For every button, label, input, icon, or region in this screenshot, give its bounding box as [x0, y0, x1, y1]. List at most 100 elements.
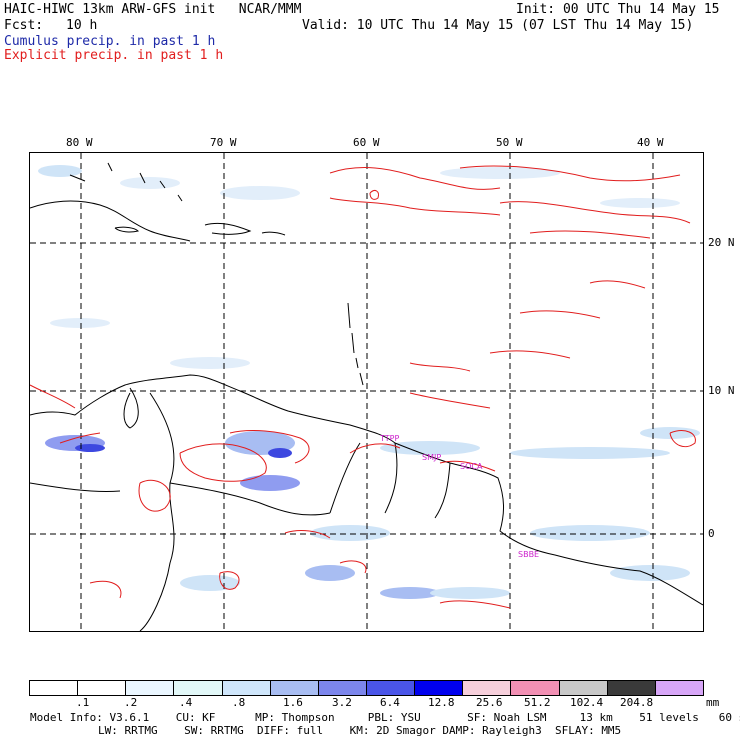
contour	[59, 432, 101, 444]
contour	[669, 430, 696, 448]
bahamas-coast	[69, 162, 183, 202]
legend-swatch	[318, 681, 367, 695]
legend-swatch	[463, 681, 512, 695]
legend-swatch	[30, 681, 79, 695]
legend-unit: mm	[706, 696, 720, 709]
init-time: Init: 00 UTC Thu 14 May 15	[516, 2, 720, 17]
contour	[369, 190, 379, 200]
maracaibo-lake	[123, 387, 139, 429]
legend-level: 51.2	[524, 696, 551, 709]
legend-level: 25.6	[476, 696, 503, 709]
color-legend	[29, 680, 704, 696]
south-america-coast	[30, 374, 703, 606]
lon-label-80w: 80 W	[66, 136, 93, 149]
forecast-hour: 10 h	[66, 18, 98, 33]
contour	[284, 530, 331, 539]
contour	[519, 310, 601, 319]
map-canvas: SBBE SMJP SOCA TTPP	[30, 153, 703, 631]
contour	[529, 230, 651, 239]
legend-level: .8	[232, 696, 246, 709]
legend-swatch	[511, 681, 560, 695]
legend-level: 12.8	[428, 696, 455, 709]
legend-swatch	[655, 681, 703, 695]
cumulus-precip-caption: Cumulus precip. in past 1 h	[4, 34, 216, 49]
contour	[329, 167, 501, 190]
station-sbbe: SBBE	[518, 550, 539, 559]
legend-level: .4	[179, 696, 193, 709]
cumulus-area	[530, 525, 650, 541]
legend-level: 3.2	[332, 696, 352, 709]
explicit-precip-contours	[30, 165, 696, 609]
contour	[219, 571, 240, 590]
lat-label-10n: 10 N	[708, 384, 735, 397]
puerto-rico-coast	[261, 231, 286, 236]
precip-map: SBBE SMJP SOCA TTPP	[29, 152, 704, 632]
forecast-label: Fcst:	[4, 18, 44, 33]
legend-swatch	[607, 681, 656, 695]
model-title: HAIC-HIWC 13km ARW-GFS init NCAR/MMM	[4, 2, 302, 17]
cumulus-area	[305, 565, 355, 581]
lon-label-50w: 50 W	[496, 136, 523, 149]
model-info-line1: Model Info: V3.6.1 CU: KF MP: Thompson P…	[30, 711, 740, 724]
cumulus-area	[75, 444, 105, 452]
station-markers: SBBE SMJP SOCA TTPP	[379, 434, 539, 559]
model-info-line2: LW: RRTMG SW: RRTMG DIFF: full KM: 2D Sm…	[98, 724, 622, 737]
border-1	[139, 392, 175, 631]
contour	[179, 443, 267, 482]
legend-swatch	[126, 681, 175, 695]
cumulus-area	[240, 475, 300, 491]
border-4	[384, 442, 398, 514]
legend-level: .1	[76, 696, 90, 709]
legend-swatch	[174, 681, 223, 695]
legend-swatch	[78, 681, 127, 695]
cumulus-area	[310, 525, 390, 541]
legend-swatch	[270, 681, 319, 695]
border-3	[329, 442, 361, 514]
legend-level: 1.6	[283, 696, 303, 709]
lon-label-70w: 70 W	[210, 136, 237, 149]
cuba-coast	[30, 200, 191, 242]
cumulus-area	[610, 565, 690, 581]
legend-swatch	[366, 681, 416, 695]
contour	[589, 280, 646, 289]
cumulus-area	[170, 357, 250, 369]
cumulus-area	[380, 441, 480, 455]
contour	[229, 430, 310, 464]
cumulus-area	[380, 587, 440, 599]
legend-level: .2	[124, 696, 138, 709]
cumulus-area	[50, 318, 110, 328]
border-6	[30, 482, 121, 492]
legend-swatch	[559, 681, 608, 695]
border-5	[434, 462, 451, 519]
legend-level: 102.4	[570, 696, 604, 709]
lesser-antilles	[347, 302, 364, 386]
contour	[30, 384, 76, 409]
contour	[489, 350, 571, 359]
hispaniola-coast	[204, 222, 252, 235]
cumulus-area	[220, 186, 300, 200]
graticule	[30, 153, 703, 631]
legend-swatch	[415, 681, 464, 695]
station-soca: SOCA	[460, 462, 483, 471]
cumulus-area	[430, 587, 510, 599]
legend-swatch	[222, 681, 271, 695]
explicit-precip-caption: Explicit precip. in past 1 h	[4, 48, 224, 63]
coastlines	[30, 162, 703, 631]
cumulus-area	[440, 167, 560, 179]
lat-label-20n: 20 N	[708, 236, 735, 249]
contour	[409, 392, 491, 409]
lat-label-equator: 0	[708, 527, 715, 540]
legend-level: 6.4	[380, 696, 400, 709]
cumulus-area	[268, 448, 292, 458]
legend-level: 204.8	[620, 696, 654, 709]
contour	[339, 560, 367, 574]
cumulus-precip-shading	[38, 165, 700, 599]
contour	[349, 443, 401, 454]
station-smjp: SMJP	[422, 453, 441, 462]
border-2	[169, 482, 331, 516]
cumulus-area	[120, 177, 180, 189]
jamaica-coast	[114, 226, 139, 233]
contour	[499, 201, 691, 224]
contour	[439, 460, 496, 472]
station-ttpp: TTPP	[379, 434, 399, 443]
